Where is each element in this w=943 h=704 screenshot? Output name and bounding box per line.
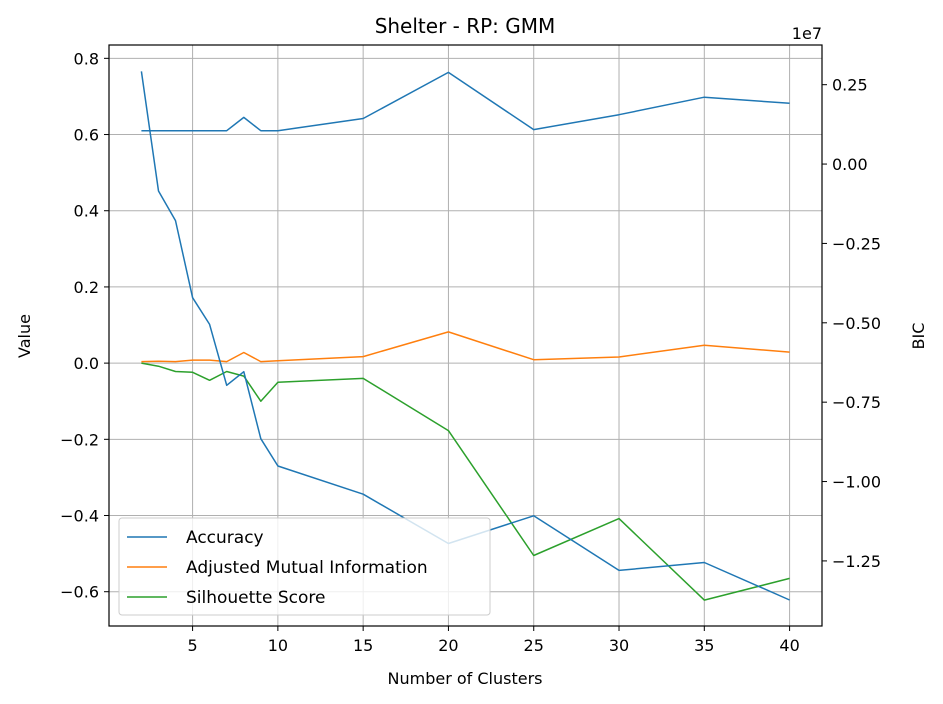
y2-tick-label: 0.00 (832, 155, 868, 174)
x-tick-label: 10 (268, 636, 288, 655)
series-line-adjusted-mutual-information (141, 331, 790, 363)
y-axis-title: Value (15, 314, 34, 358)
y2-tick-label: −0.75 (832, 393, 881, 412)
y2-offset-label: 1e7 (792, 24, 822, 43)
series-line-accuracy (141, 71, 790, 132)
y-tick-label: 0.4 (74, 202, 99, 221)
y-tick-label: 0.6 (74, 126, 99, 145)
series-line-silhouette-score (141, 362, 790, 601)
x-tick-label: 5 (187, 636, 197, 655)
y2-axis-title: BIC (909, 323, 928, 350)
series-line-bic (140, 71, 790, 601)
legend-box (118, 517, 491, 616)
y-axis-left: −0.6 −0.4 −0.2 0.0 0.2 0.4 0.6 0.8 (60, 49, 109, 602)
y2-tick-label: 0.25 (832, 76, 868, 95)
y-tick-label: 0.8 (74, 49, 99, 68)
y2-tick-label: −1.00 (832, 473, 881, 492)
legend-label: Adjusted Mutual Information (186, 558, 428, 578)
plot-frame (108, 44, 823, 627)
chart-title: Shelter - RP: GMM (375, 14, 556, 38)
x-tick-label: 15 (353, 636, 373, 655)
y-tick-label: 0.2 (74, 278, 99, 297)
series-lines (140, 71, 790, 601)
x-axis-title: Number of Clusters (388, 669, 543, 688)
grid (109, 45, 822, 626)
legend: Accuracy Adjusted Mutual Information Silho… (118, 517, 491, 616)
x-tick-label: 20 (438, 636, 458, 655)
y-tick-label: −0.6 (60, 583, 99, 602)
y2-tick-label: −0.25 (832, 234, 881, 253)
y2-tick-label: −1.25 (832, 552, 881, 571)
y-axis-right: −1.25 −1.00 −0.75 −0.50 −0.25 0.00 0.25 (822, 76, 881, 571)
x-tick-label: 40 (779, 636, 799, 655)
legend-label: Silhouette Score (186, 588, 325, 608)
x-axis: 5 10 15 20 25 30 35 40 (187, 626, 800, 655)
y-tick-label: 0.0 (74, 354, 99, 373)
x-tick-label: 25 (524, 636, 544, 655)
y2-tick-label: −0.50 (832, 314, 881, 333)
legend-label: Accuracy (186, 528, 264, 548)
x-tick-label: 30 (609, 636, 629, 655)
y-tick-label: −0.2 (60, 430, 99, 449)
x-tick-label: 35 (694, 636, 714, 655)
y-tick-label: −0.4 (60, 507, 99, 526)
